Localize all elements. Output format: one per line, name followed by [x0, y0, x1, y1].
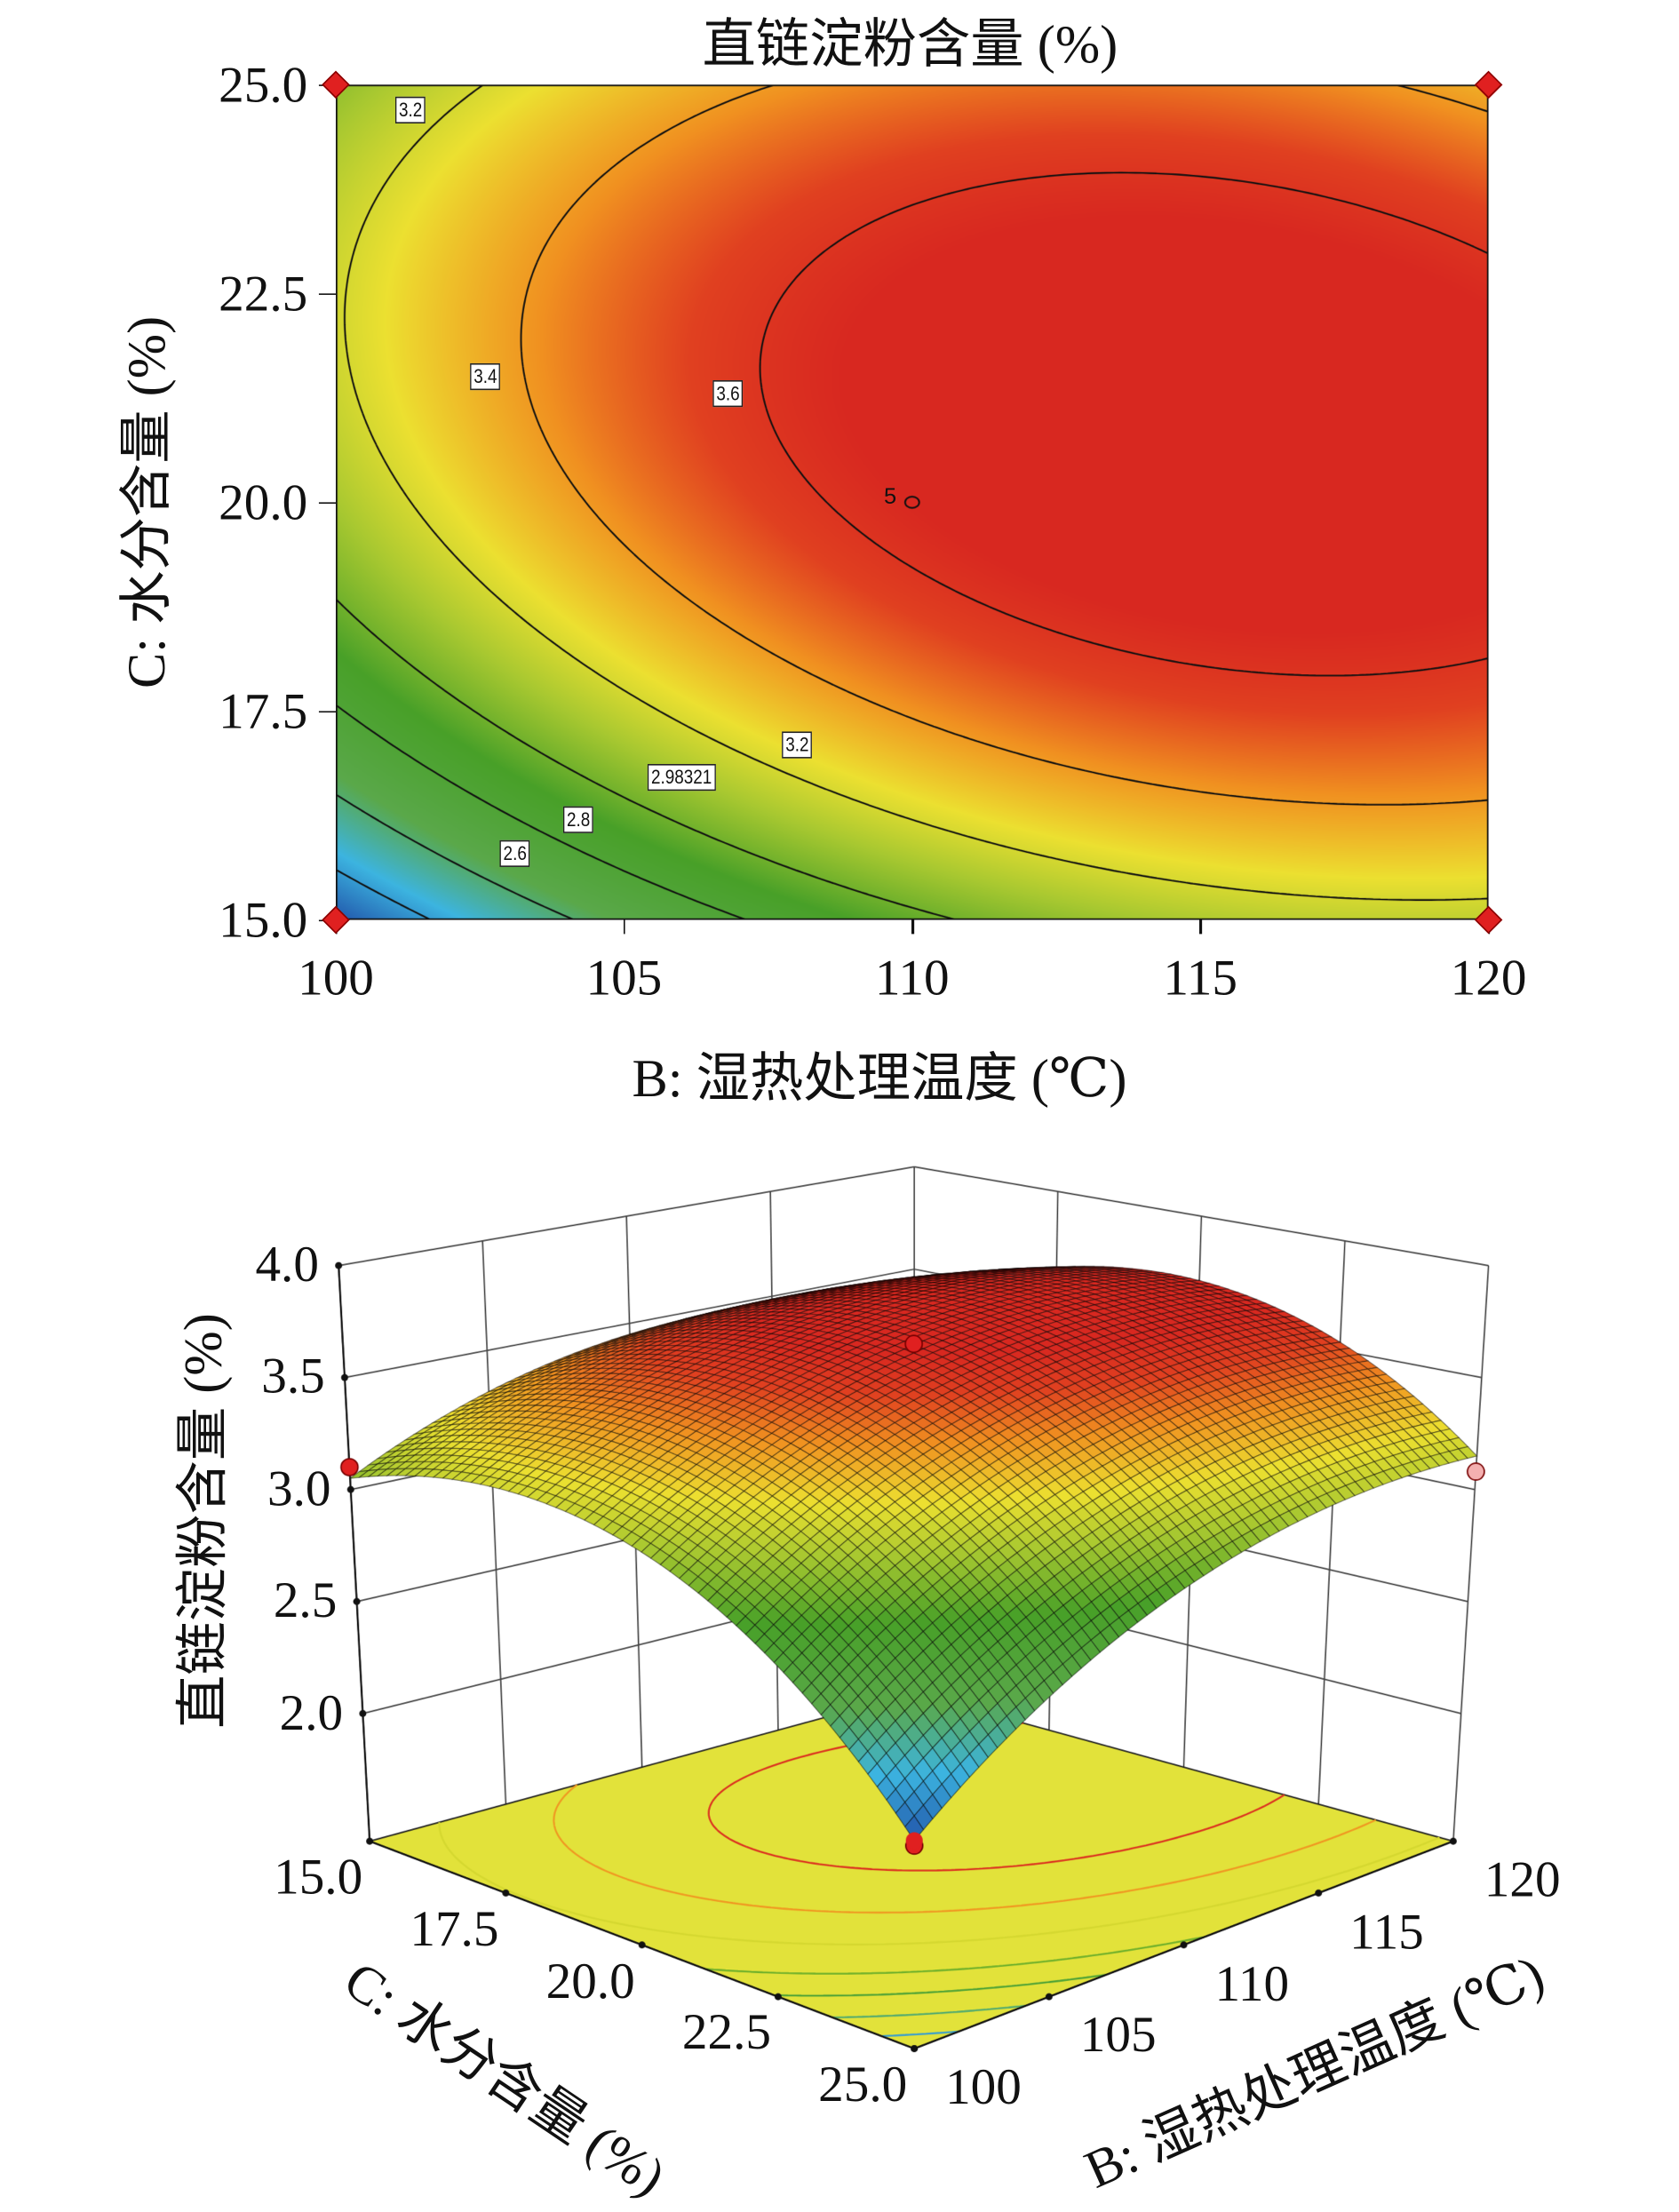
c-tick-label: 22.5 — [681, 2003, 771, 2061]
contour-label: 3.4 — [470, 363, 501, 391]
x-tick-mark — [1199, 919, 1202, 935]
y-tick-mark — [318, 501, 336, 504]
contour-x-axis-label: B: 湿热处理温度 (℃) — [632, 1049, 1127, 1110]
x-tick-label: 110 — [874, 949, 950, 1007]
b-tick-label: 120 — [1484, 1850, 1561, 1908]
x-tick-label: 115 — [1163, 949, 1237, 1007]
y-tick-label: 15.0 — [219, 891, 308, 949]
center-point-label: 5 — [884, 485, 897, 510]
contour-label: 2.6 — [498, 839, 530, 867]
contour-title: 直链淀粉含量 (%) — [702, 15, 1118, 76]
contour-y-axis-label: C: 水分含量 (%) — [117, 315, 178, 688]
contour-label: 2.98321 — [648, 764, 716, 792]
c-tick-label: 25.0 — [818, 2056, 908, 2113]
y-tick-mark — [318, 292, 336, 295]
x-tick-label: 100 — [298, 949, 374, 1007]
z-tick-label: 4.0 — [255, 1236, 319, 1293]
c-tick-label: 15.0 — [274, 1848, 363, 1906]
c-tick-label: 17.5 — [410, 1899, 499, 1957]
z-tick-label: 2.5 — [273, 1571, 338, 1628]
contour-label: 3.2 — [395, 96, 426, 123]
x-tick-mark — [911, 919, 914, 935]
x-tick-mark — [623, 919, 625, 935]
y-tick-label: 17.5 — [219, 682, 308, 740]
surface-z-axis-label: 直链淀粉含量 (%) — [174, 1313, 234, 1729]
x-tick-label: 105 — [585, 949, 663, 1007]
z-tick-label: 2.0 — [279, 1683, 344, 1741]
contour-plot — [335, 84, 1489, 920]
contour-label: 3.2 — [781, 730, 813, 759]
y-tick-label: 20.0 — [219, 473, 308, 531]
y-tick-label: 25.0 — [219, 56, 308, 114]
b-tick-label: 100 — [945, 2058, 1022, 2115]
y-tick-label: 22.5 — [219, 265, 308, 322]
b-tick-label: 115 — [1349, 1903, 1424, 1960]
surface-plot — [0, 1128, 1679, 2212]
b-tick-label: 105 — [1079, 2006, 1157, 2064]
y-tick-mark — [318, 710, 336, 713]
c-tick-label: 20.0 — [545, 1952, 635, 2009]
z-tick-label: 3.0 — [267, 1460, 331, 1516]
b-tick-label: 110 — [1214, 1954, 1290, 2011]
contour-label: 3.6 — [712, 380, 744, 408]
z-tick-label: 3.5 — [261, 1348, 325, 1404]
x-tick-label: 120 — [1450, 949, 1527, 1007]
contour-label: 2.8 — [562, 806, 593, 833]
